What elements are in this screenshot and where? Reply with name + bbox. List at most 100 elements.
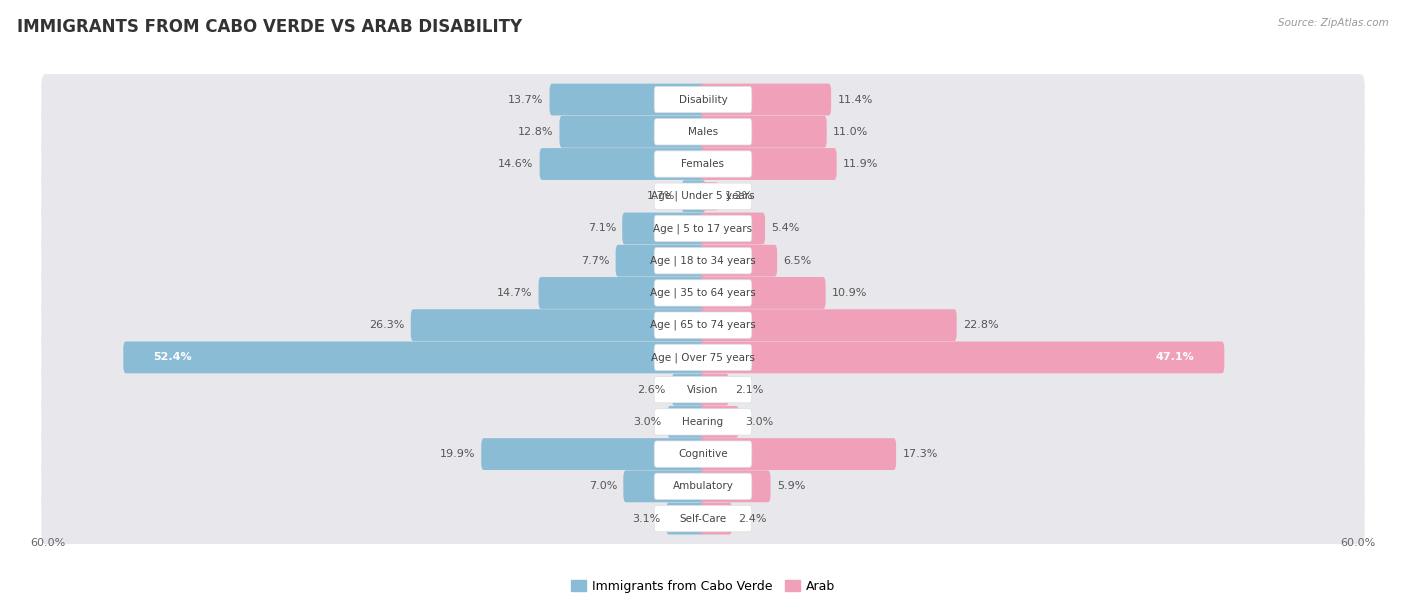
Text: 12.8%: 12.8% bbox=[517, 127, 553, 137]
FancyBboxPatch shape bbox=[700, 471, 770, 502]
Text: 11.4%: 11.4% bbox=[838, 94, 873, 105]
FancyBboxPatch shape bbox=[654, 376, 752, 403]
Text: 2.6%: 2.6% bbox=[637, 384, 665, 395]
FancyBboxPatch shape bbox=[682, 181, 706, 212]
FancyBboxPatch shape bbox=[41, 171, 1365, 222]
Text: 17.3%: 17.3% bbox=[903, 449, 938, 459]
FancyBboxPatch shape bbox=[700, 148, 837, 180]
Text: IMMIGRANTS FROM CABO VERDE VS ARAB DISABILITY: IMMIGRANTS FROM CABO VERDE VS ARAB DISAB… bbox=[17, 18, 522, 36]
Text: 7.0%: 7.0% bbox=[589, 481, 617, 491]
Text: 22.8%: 22.8% bbox=[963, 320, 998, 330]
FancyBboxPatch shape bbox=[654, 151, 752, 177]
FancyBboxPatch shape bbox=[700, 277, 825, 309]
FancyBboxPatch shape bbox=[41, 235, 1365, 286]
Text: 5.4%: 5.4% bbox=[772, 223, 800, 234]
FancyBboxPatch shape bbox=[41, 364, 1365, 415]
Text: Vision: Vision bbox=[688, 384, 718, 395]
FancyBboxPatch shape bbox=[700, 309, 956, 341]
FancyBboxPatch shape bbox=[700, 406, 738, 438]
Text: Females: Females bbox=[682, 159, 724, 169]
Text: Ambulatory: Ambulatory bbox=[672, 481, 734, 491]
FancyBboxPatch shape bbox=[654, 312, 752, 338]
FancyBboxPatch shape bbox=[654, 473, 752, 499]
FancyBboxPatch shape bbox=[41, 300, 1365, 351]
FancyBboxPatch shape bbox=[700, 374, 728, 406]
Text: 7.7%: 7.7% bbox=[581, 256, 609, 266]
FancyBboxPatch shape bbox=[700, 502, 733, 534]
Text: 7.1%: 7.1% bbox=[588, 223, 616, 234]
FancyBboxPatch shape bbox=[623, 471, 706, 502]
FancyBboxPatch shape bbox=[702, 182, 718, 211]
Text: 60.0%: 60.0% bbox=[1341, 538, 1376, 548]
FancyBboxPatch shape bbox=[411, 309, 706, 341]
Text: 3.1%: 3.1% bbox=[631, 513, 659, 524]
FancyBboxPatch shape bbox=[654, 409, 752, 435]
FancyBboxPatch shape bbox=[654, 441, 752, 468]
Text: Age | 35 to 64 years: Age | 35 to 64 years bbox=[650, 288, 756, 298]
FancyBboxPatch shape bbox=[700, 116, 827, 147]
FancyBboxPatch shape bbox=[616, 245, 706, 277]
FancyBboxPatch shape bbox=[700, 84, 831, 116]
FancyBboxPatch shape bbox=[41, 74, 1365, 125]
Text: Age | 5 to 17 years: Age | 5 to 17 years bbox=[654, 223, 752, 234]
FancyBboxPatch shape bbox=[654, 215, 752, 242]
FancyBboxPatch shape bbox=[654, 247, 752, 274]
FancyBboxPatch shape bbox=[41, 203, 1365, 254]
Text: 11.0%: 11.0% bbox=[832, 127, 869, 137]
Text: 5.9%: 5.9% bbox=[776, 481, 806, 491]
FancyBboxPatch shape bbox=[700, 212, 765, 244]
FancyBboxPatch shape bbox=[41, 397, 1365, 447]
FancyBboxPatch shape bbox=[41, 428, 1365, 480]
Text: 1.2%: 1.2% bbox=[725, 191, 754, 201]
Text: Self-Care: Self-Care bbox=[679, 513, 727, 524]
Text: 60.0%: 60.0% bbox=[30, 538, 65, 548]
Text: 3.0%: 3.0% bbox=[745, 417, 773, 427]
FancyBboxPatch shape bbox=[700, 245, 778, 277]
Text: 19.9%: 19.9% bbox=[440, 449, 475, 459]
FancyBboxPatch shape bbox=[654, 506, 752, 532]
Text: Age | Over 75 years: Age | Over 75 years bbox=[651, 352, 755, 363]
Text: 47.1%: 47.1% bbox=[1156, 353, 1194, 362]
FancyBboxPatch shape bbox=[481, 438, 706, 470]
FancyBboxPatch shape bbox=[700, 341, 1225, 373]
Text: 14.7%: 14.7% bbox=[496, 288, 533, 298]
FancyBboxPatch shape bbox=[538, 277, 706, 309]
Text: 3.0%: 3.0% bbox=[633, 417, 661, 427]
FancyBboxPatch shape bbox=[560, 116, 706, 147]
Text: 1.7%: 1.7% bbox=[647, 191, 675, 201]
FancyBboxPatch shape bbox=[654, 280, 752, 306]
Text: Age | 18 to 34 years: Age | 18 to 34 years bbox=[650, 255, 756, 266]
FancyBboxPatch shape bbox=[623, 212, 706, 244]
FancyBboxPatch shape bbox=[668, 406, 706, 438]
FancyBboxPatch shape bbox=[41, 138, 1365, 190]
Text: 13.7%: 13.7% bbox=[508, 94, 543, 105]
Text: 2.1%: 2.1% bbox=[735, 384, 763, 395]
FancyBboxPatch shape bbox=[666, 502, 706, 534]
Text: 6.5%: 6.5% bbox=[783, 256, 811, 266]
FancyBboxPatch shape bbox=[41, 267, 1365, 318]
FancyBboxPatch shape bbox=[124, 341, 706, 373]
Text: 52.4%: 52.4% bbox=[153, 353, 193, 362]
FancyBboxPatch shape bbox=[41, 493, 1365, 544]
FancyBboxPatch shape bbox=[654, 344, 752, 371]
FancyBboxPatch shape bbox=[654, 86, 752, 113]
Text: Source: ZipAtlas.com: Source: ZipAtlas.com bbox=[1278, 18, 1389, 28]
Text: 14.6%: 14.6% bbox=[498, 159, 533, 169]
Text: Age | 65 to 74 years: Age | 65 to 74 years bbox=[650, 320, 756, 330]
Text: Males: Males bbox=[688, 127, 718, 137]
FancyBboxPatch shape bbox=[654, 183, 752, 209]
Text: 26.3%: 26.3% bbox=[370, 320, 405, 330]
FancyBboxPatch shape bbox=[654, 119, 752, 145]
Text: Cognitive: Cognitive bbox=[678, 449, 728, 459]
FancyBboxPatch shape bbox=[672, 374, 706, 406]
Text: 2.4%: 2.4% bbox=[738, 513, 766, 524]
Text: Disability: Disability bbox=[679, 94, 727, 105]
Text: Age | Under 5 years: Age | Under 5 years bbox=[651, 191, 755, 201]
FancyBboxPatch shape bbox=[700, 438, 896, 470]
FancyBboxPatch shape bbox=[41, 461, 1365, 512]
FancyBboxPatch shape bbox=[41, 106, 1365, 157]
Text: Hearing: Hearing bbox=[682, 417, 724, 427]
Legend: Immigrants from Cabo Verde, Arab: Immigrants from Cabo Verde, Arab bbox=[565, 575, 841, 598]
Text: 10.9%: 10.9% bbox=[832, 288, 868, 298]
FancyBboxPatch shape bbox=[41, 332, 1365, 383]
